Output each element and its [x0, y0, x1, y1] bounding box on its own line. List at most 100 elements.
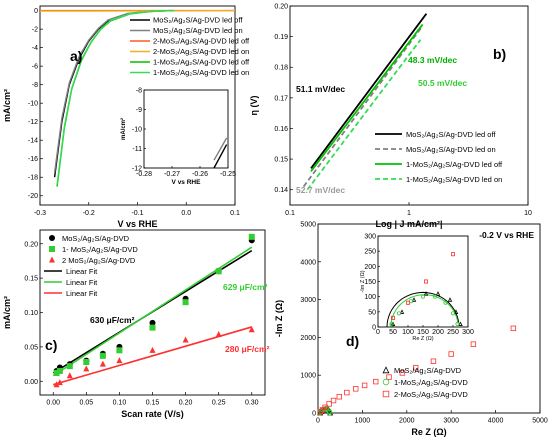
inset-data-point	[453, 309, 459, 314]
panel-d-data-point	[326, 401, 332, 407]
panel-d-y-tick-label: 3000	[300, 297, 316, 304]
legend-label: 1-MoS₂/Ag₂S/Ag-DVD led off	[153, 58, 250, 67]
panel-b-y-tick-label: 0.18	[274, 65, 288, 72]
legend-label: Linear Fit	[66, 278, 98, 287]
panel-a-y-tick-label: -4	[32, 45, 38, 52]
panel-b-slope-annotation: 50.5 mV/dec	[418, 78, 467, 88]
panel-d-data-point	[510, 325, 517, 332]
inset-d-x-axis-label: Re Z (Ω)	[412, 336, 433, 342]
panel-b-series-line	[310, 13, 428, 169]
panel-a-x-tick-label: 0.1	[230, 210, 240, 217]
panel-c-data-point	[99, 360, 106, 367]
panel-c-capacitance-annotation: 630 μF/cm²	[90, 315, 135, 325]
panel-b-series-line	[302, 25, 424, 188]
panel-c-legend: MoS₂/Ag₂S/Ag-DVD 1- MoS₂/Ag₂S/Ag-DVD 2 MoS…	[44, 234, 138, 298]
panel-d-data-point	[336, 394, 343, 400]
panel-b-x-tick-label: 0.1	[285, 210, 295, 217]
inset-a-y-tick-label: -9	[136, 107, 142, 114]
panel-a-x-tick-label: -0.3	[34, 210, 46, 217]
panel-d-data-point	[470, 341, 477, 347]
panel-d-data-point	[344, 389, 350, 396]
panel-c-data-point	[116, 357, 123, 364]
panel-a-x-tick-label: -0.1	[131, 210, 143, 217]
inset-a-y-tick-label: -10	[132, 127, 142, 134]
panel-a-y-tick-label: -10	[28, 101, 38, 108]
panel-c-label: c)	[45, 337, 57, 353]
panel-b-y-tick-label: 0.16	[274, 126, 288, 133]
panel-a-y-tick-label: -6	[32, 64, 38, 71]
inset-data-point	[396, 311, 401, 316]
legend-label: Linear Fit	[66, 267, 98, 276]
panel-d-x-tick-label: 1000	[355, 418, 371, 425]
panel-a-legend: MoS₂/Ag₂S/Ag-DVD led offMoS₂/Ag₂S/Ag-DVD…	[130, 16, 250, 77]
panel-a-inset: -0.28 -0.27 -0.26 -0.25 -8 -9 -10 -11 -12 V vs RH…	[120, 88, 236, 187]
inset-a-x-tick-label: -0.27	[164, 171, 180, 178]
panel-d-legend: MoS₂/Ag₂S/Ag-DVD 1-MoS₂/Ag₂S/Ag-DVD 2-MoS₂…	[382, 366, 468, 399]
panel-c-x-tick-label: 0.30	[245, 400, 259, 407]
inset-d-y-tick-label: 200	[364, 264, 376, 271]
panel-b-label: b)	[493, 46, 506, 62]
panel-a-x-tick-label: 0.0	[181, 210, 191, 217]
panel-c-y-tick-label: 0.00	[24, 379, 38, 386]
panel-d-data-point	[448, 351, 454, 357]
panel-a-y-tick-label: -8	[32, 82, 38, 89]
legend-marker	[382, 390, 390, 398]
panel-d-x-tick-label: 4000	[488, 418, 504, 425]
legend-label: Linear Fit	[66, 289, 98, 298]
panel-d-data-point	[412, 364, 419, 371]
legend-marker	[49, 246, 55, 252]
legend-label: MoS₂/Ag₂S/Ag-DVD	[394, 366, 462, 375]
legend-marker	[382, 378, 390, 386]
legend-marker	[382, 366, 390, 374]
legend-label: 2-MoS₂/Ag₂S/Ag-DVD	[394, 390, 468, 399]
inset-d-x-tick-label: 100	[402, 329, 414, 336]
inset-d-y-tick-label: 0	[372, 325, 376, 332]
panel-a-label: a)	[70, 48, 82, 64]
panel-d-data-point	[430, 358, 437, 364]
inset-a-x-tick-label: -0.26	[192, 171, 208, 178]
panel-b-y-tick-label: 0.17	[274, 95, 288, 102]
legend-marker	[49, 256, 55, 263]
inset-a-x-tick-label: -0.28	[136, 171, 152, 178]
inset-d-x-tick-label: 300	[462, 329, 474, 336]
panel-c-data-point	[182, 336, 189, 343]
inset-data-point	[435, 291, 441, 296]
panel-d: 0 1000 2000 3000 4000 50000100020003000400050…	[274, 222, 548, 438]
panel-c-data-point	[149, 324, 156, 331]
panel-a-y-tick-label: -20	[28, 193, 38, 200]
panel-d-data-point	[361, 382, 368, 389]
inset-data-point	[420, 294, 425, 299]
panel-b-x-tick-label: 1	[407, 210, 411, 217]
panel-b-series-line	[306, 39, 422, 191]
panel-c-data-point	[248, 233, 255, 240]
panel-a-y-tick-label: -12	[28, 119, 38, 126]
inset-data-point	[390, 315, 395, 320]
panel-b-slope-annotation: 52.7 mV/dec	[296, 185, 345, 195]
panel-c-data-point	[116, 347, 123, 354]
panel-d-data-point	[353, 386, 359, 392]
legend-label: 1-MoS₂/Ag₂S/Ag-DVD	[394, 378, 468, 387]
panel-c-y-axis-label: mA/cm²	[2, 296, 12, 329]
panel-d-y-tick-label: 5000	[300, 222, 316, 229]
inset-data-point	[450, 252, 455, 257]
panel-d-x-axis-label: Re Z (Ω)	[411, 427, 446, 437]
legend-label: 1-MoS₂/Ag₂S/Ag-DVD led on	[406, 175, 502, 184]
inset-d-y-tick-label: 150	[364, 279, 376, 286]
panel-c-data-point	[66, 372, 73, 379]
inset-d-y-tick-label: 100	[364, 294, 376, 301]
panel-c-data-point	[149, 319, 156, 326]
panel-c-data-point	[56, 379, 63, 386]
panel-c-data-point	[53, 370, 60, 376]
legend-label: MoS₂/Ag₂S/Ag-DVD	[62, 234, 130, 243]
inset-d-x-tick-label: 0	[376, 329, 380, 336]
panel-c-x-tick-label: 0.05	[80, 400, 94, 407]
inset-d-x-tick-label: 50	[389, 329, 397, 336]
panel-d-x-tick-label: 3000	[443, 418, 459, 425]
inset-data-point	[458, 321, 463, 326]
legend-label: 2-MoS₂/Ag₂S/Ag-DVD led off	[153, 37, 250, 46]
inset-data-point	[423, 279, 428, 284]
panel-d-x-tick-label: 0	[316, 418, 320, 425]
inset-data-point	[432, 294, 437, 299]
panel-c-data-point	[83, 359, 90, 365]
